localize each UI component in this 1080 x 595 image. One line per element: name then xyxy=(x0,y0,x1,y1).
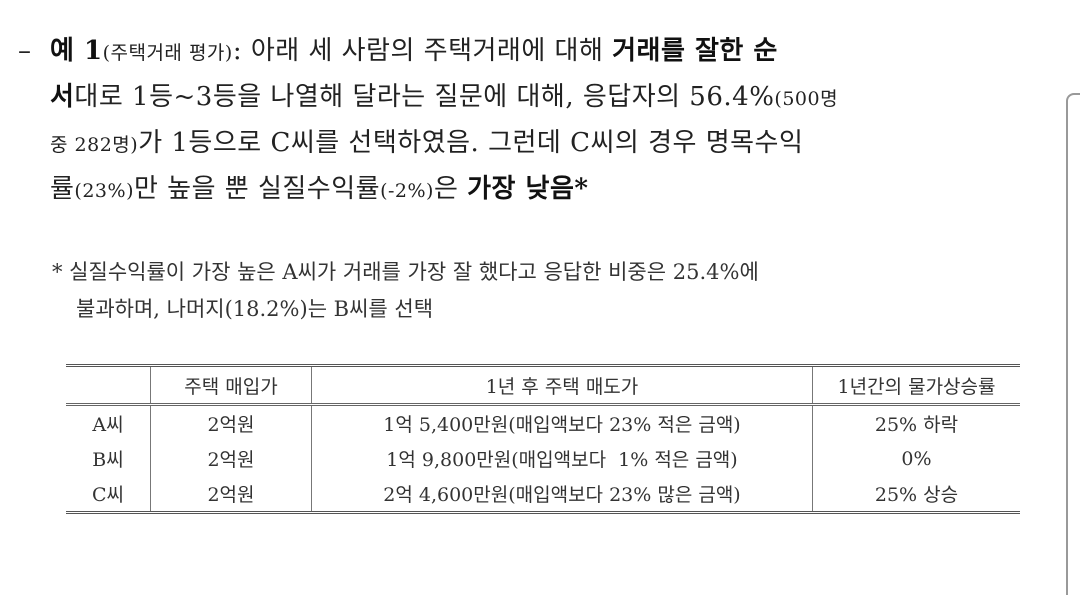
table-row: C씨 2억원 2억 4,600만원(매입액보다 23% 많은 금액) 25% 상… xyxy=(66,476,1020,513)
cell: 2억원 xyxy=(150,441,312,476)
cell: B씨 xyxy=(66,441,151,476)
text: : 아래 세 사람의 주택거래에 대해 xyxy=(232,36,613,66)
small-text: (-2%) xyxy=(380,180,434,202)
footnote-line-1: * 실질수익률이 가장 높은 A씨가 거래를 가장 잘 했다고 응답한 비중은 … xyxy=(52,260,759,284)
example-label: 예 1 xyxy=(50,36,103,66)
cell: 0% xyxy=(901,447,932,470)
cell: 1억 5,400만원(매입액보다 23% 적은 금액) xyxy=(311,404,813,441)
header-cell: 주택 매입가 xyxy=(150,365,312,406)
table-row: A씨 2억원 1억 5,400만원(매입액보다 23% 적은 금액) 25% 하… xyxy=(66,404,1020,441)
cell: A씨 xyxy=(66,404,151,441)
housing-trade-table: 주택 매입가 1년 후 주택 매도가 1년간의 물가상승률 A씨 2억원 1억 … xyxy=(66,364,1020,514)
text: 대로 1등~3등을 나열해 달라는 질문에 대해, 응답자의 56.4% xyxy=(74,82,775,112)
table-header-row: 주택 매입가 1년 후 주택 매도가 1년간의 물가상승률 xyxy=(66,365,1020,406)
example-paragraph: – 예 1(주택거래 평가): 아래 세 사람의 주택거래에 대해 거래를 잘한 … xyxy=(18,28,1058,212)
example-line-3: 중 282명)가 1등으로 C씨를 선택하였음. 그런데 C씨의 경우 명목수익 xyxy=(18,120,1058,166)
example-topic: (주택거래 평가) xyxy=(102,42,233,64)
text: 률 xyxy=(50,174,75,204)
cell: 2억 4,600만원(매입액보다 23% 많은 금액) xyxy=(311,476,813,513)
bold-text: 서 xyxy=(50,82,75,112)
cell: 25% 하락 xyxy=(874,414,959,436)
cell: C씨 xyxy=(66,476,151,513)
bold-text: 거래를 잘한 순 xyxy=(612,36,778,66)
header-cell: 1년 후 주택 매도가 xyxy=(311,365,813,406)
footnote: * 실질수익률이 가장 높은 A씨가 거래를 가장 잘 했다고 응답한 비중은 … xyxy=(52,254,759,328)
cell: 25% 상승 xyxy=(874,484,959,506)
text: 가 1등으로 C씨를 선택하였음. 그런데 C씨의 경우 명목수익 xyxy=(138,128,804,158)
footnote-line-2: 불과하며, 나머지(18.2%)는 B씨를 선택 xyxy=(76,297,434,321)
small-text: (23%) xyxy=(74,180,134,202)
cell: 1억 9,800만원(매입액보다 1% 적은 금액) xyxy=(311,441,813,476)
example-line-2: 서대로 1등~3등을 나열해 달라는 질문에 대해, 응답자의 56.4%(50… xyxy=(18,74,1058,120)
header-cell xyxy=(66,365,151,406)
text: 은 xyxy=(433,174,468,204)
small-text: (500명 xyxy=(774,88,839,110)
example-line-1: – 예 1(주택거래 평가): 아래 세 사람의 주택거래에 대해 거래를 잘한 … xyxy=(18,28,1058,74)
dash-bullet: – xyxy=(18,36,32,66)
cell: 2억원 xyxy=(150,404,312,441)
header-cell: 1년간의 물가상승률 xyxy=(812,365,1020,406)
overlay-panel-edge xyxy=(1066,93,1080,595)
table-row: B씨 2억원 1억 9,800만원(매입액보다 1% 적은 금액) 0% xyxy=(66,441,1020,476)
example-line-4: 률(23%)만 높을 뿐 실질수익률(-2%)은 가장 낮음* xyxy=(18,166,1058,212)
text: 만 높을 뿐 실질수익률 xyxy=(133,174,381,204)
cell: 2억원 xyxy=(150,476,312,513)
small-text: 중 282명) xyxy=(50,134,139,156)
bold-text: 가장 낮음* xyxy=(467,174,589,204)
